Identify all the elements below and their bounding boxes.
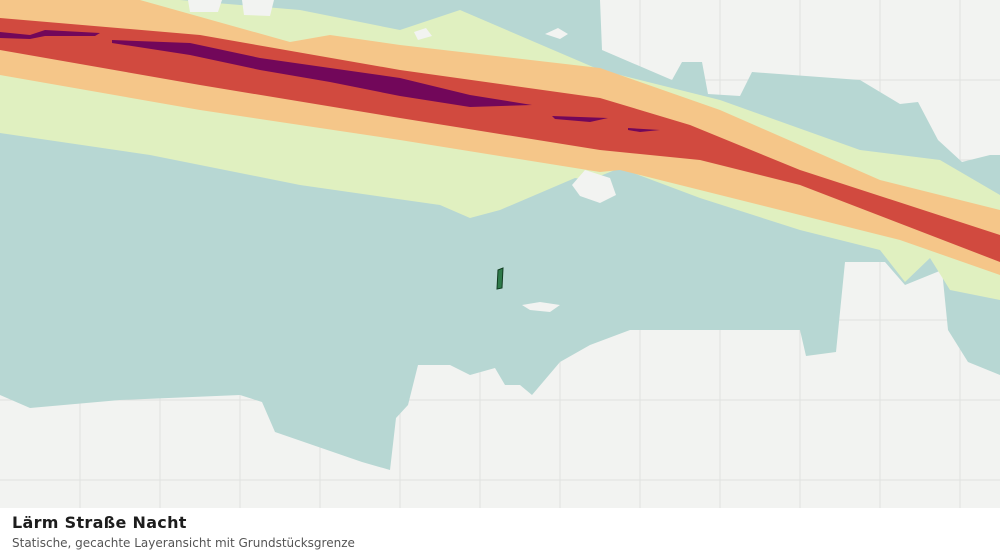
map <box>0 0 1000 508</box>
parcel-boundary <box>496 267 504 290</box>
enclave <box>188 0 616 312</box>
noise-band-high <box>0 18 1000 262</box>
map-title: Lärm Straße Nacht <box>12 513 187 532</box>
map-subtitle: Statische, gecachte Layeransicht mit Gru… <box>12 536 355 550</box>
noise-band-max <box>0 30 660 132</box>
